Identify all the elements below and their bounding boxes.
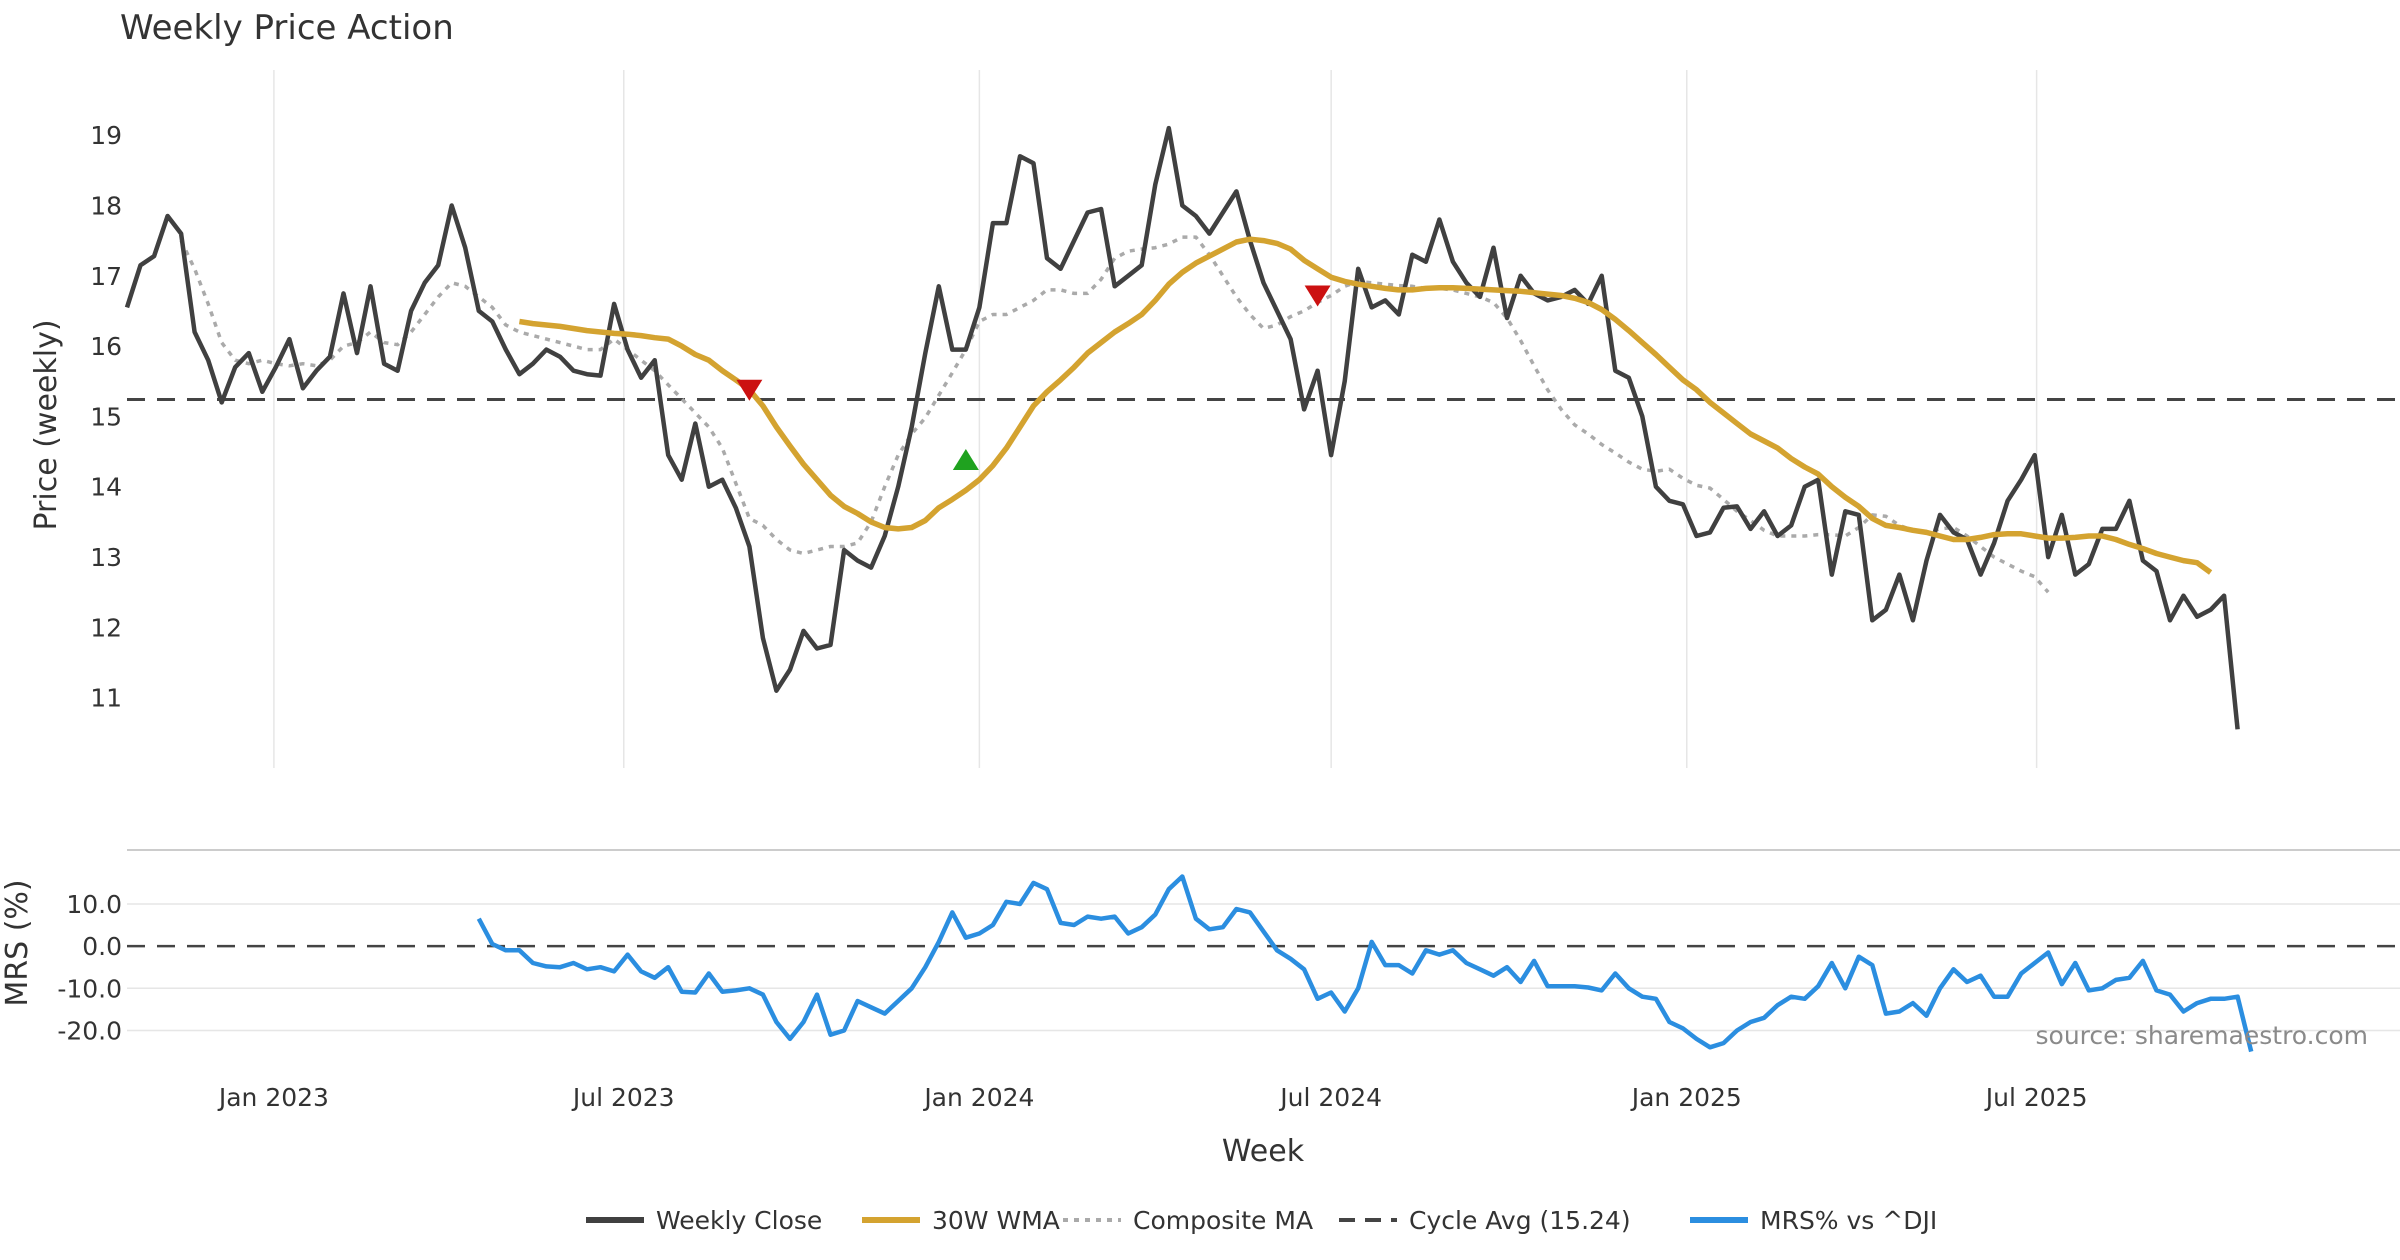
mrs-y-tick-1: 0.0 <box>82 932 122 961</box>
x-tick-0: Jan 2023 <box>217 1083 329 1112</box>
price-y-tick-18: 18 <box>90 191 122 220</box>
legend: Weekly Close 30W WMA Composite MA Cycle Avg… <box>586 1206 1937 1235</box>
mrs-grid <box>127 903 2400 1032</box>
source-annotation: source: sharemaestro.com <box>2036 1021 2369 1050</box>
mrs-y-tick-2: -10.0 <box>57 974 122 1003</box>
price-y-tick-13: 13 <box>90 543 122 572</box>
legend-item-0: Weekly Close <box>586 1206 822 1235</box>
mrs-y-axis-title: MRS (%) <box>0 879 35 1006</box>
x-axis-title: Week <box>1222 1134 1305 1169</box>
price-y-tick-19: 19 <box>90 121 122 150</box>
legend-item-2: Composite MA <box>1063 1206 1313 1235</box>
buy-signal-marker <box>952 449 979 471</box>
legend-label: Composite MA <box>1133 1206 1313 1235</box>
mrs-series <box>476 874 2254 1053</box>
price-y-tick-15: 15 <box>90 402 122 431</box>
x-tick-4: Jan 2025 <box>1630 1083 1742 1112</box>
legend-item-3: Cycle Avg (15.24) <box>1339 1206 1631 1235</box>
price-y-tick-16: 16 <box>90 332 122 361</box>
sell-signal-marker <box>1304 285 1331 307</box>
price-y-axis-title: Price (weekly) <box>29 319 64 530</box>
price-y-tick-11: 11 <box>90 684 122 713</box>
legend-label: 30W WMA <box>932 1206 1060 1235</box>
x-tick-5: Jul 2025 <box>1984 1083 2088 1112</box>
legend-item-4: MRS% vs ^DJI <box>1690 1206 1937 1235</box>
price-y-tick-12: 12 <box>90 613 122 642</box>
price-grid <box>273 70 2038 768</box>
series-mrs <box>476 874 2254 1053</box>
legend-label: MRS% vs ^DJI <box>1760 1206 1937 1235</box>
chart-title: Weekly Price Action <box>120 8 454 48</box>
mrs-y-tick-labels: 10.0 0.0 -10.0 -20.0 <box>57 890 122 1046</box>
x-tick-2: Jan 2024 <box>922 1083 1034 1112</box>
legend-label: Cycle Avg (15.24) <box>1409 1206 1631 1235</box>
price-y-tick-labels: 11 12 13 14 15 16 17 18 19 <box>90 121 122 713</box>
sell-signal-marker <box>736 379 763 401</box>
price-y-tick-17: 17 <box>90 262 122 291</box>
mrs-y-tick-0: 10.0 <box>66 890 122 919</box>
legend-label: Weekly Close <box>656 1206 822 1235</box>
series-weekly-close <box>124 125 2240 730</box>
x-tick-labels: Jan 2023 Jul 2023 Jan 2024 Jul 2024 Jan 2025… <box>217 1083 2088 1112</box>
price-series <box>124 125 2240 730</box>
series-30w-wma <box>518 236 2213 575</box>
legend-item-1: 30W WMA <box>862 1206 1060 1235</box>
mrs-y-tick-3: -20.0 <box>57 1016 122 1045</box>
series-composite-ma <box>179 235 2050 594</box>
signal-markers <box>736 285 1331 471</box>
price-y-tick-14: 14 <box>90 473 122 502</box>
x-tick-1: Jul 2023 <box>571 1083 675 1112</box>
x-tick-3: Jul 2024 <box>1278 1083 1382 1112</box>
